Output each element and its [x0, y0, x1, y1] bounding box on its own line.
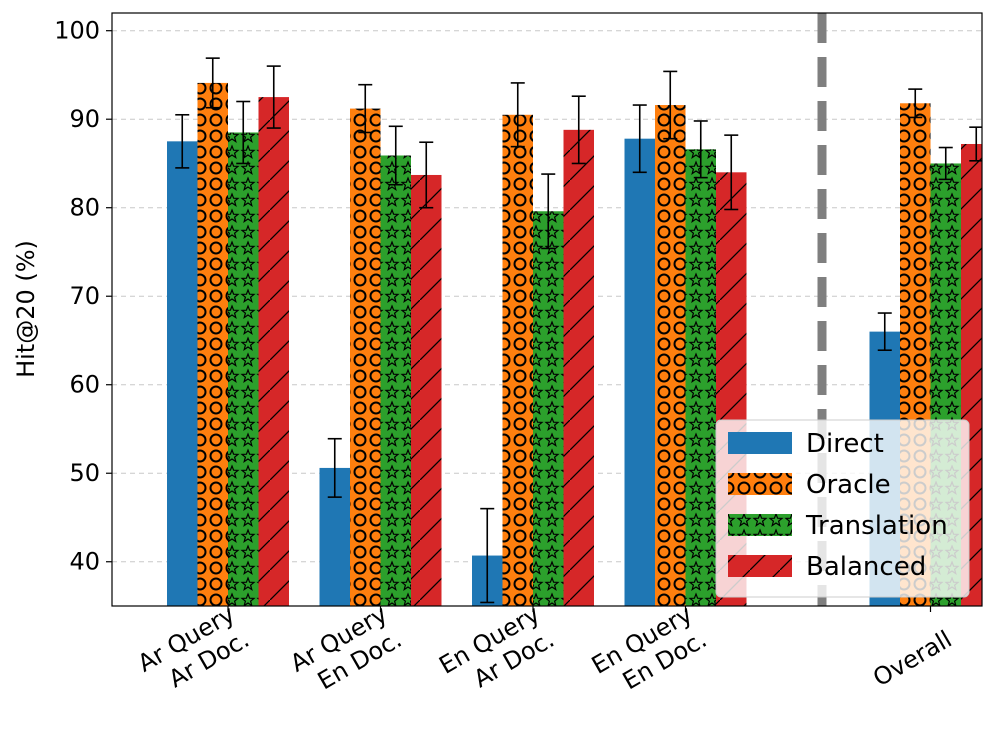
legend: Direct Oracle Translation Balanced — [715, 419, 970, 598]
bar-translation — [533, 211, 564, 606]
error-bar — [541, 173, 556, 250]
bar-direct — [167, 141, 198, 606]
legend-item-direct: Direct — [728, 429, 884, 459]
error-bar — [693, 120, 708, 179]
error-bar — [480, 507, 495, 604]
legend-swatch — [728, 473, 792, 495]
legend-item-oracle: Oracle — [728, 470, 891, 500]
legend-item-translation: Translation — [728, 511, 948, 541]
error-bars — [175, 57, 982, 604]
y-tick-label: 100 — [54, 17, 100, 45]
legend-label: Direct — [806, 429, 884, 459]
error-bar — [419, 141, 434, 209]
y-tick-label: 40 — [69, 548, 100, 576]
error-bar — [969, 126, 982, 162]
error-bar — [327, 437, 342, 498]
bar-oracle — [350, 108, 381, 606]
bar-oracle — [502, 114, 533, 606]
y-tick-label: 50 — [69, 459, 100, 487]
bar-oracle — [197, 82, 228, 606]
bar-translation — [685, 149, 716, 606]
plot-frame — [111, 12, 983, 607]
y-axis-label: Hit@20 (%) — [12, 240, 40, 378]
bar-oracle — [655, 105, 686, 606]
legend-swatch — [728, 555, 792, 577]
error-bar — [358, 83, 373, 134]
y-tick-label: 90 — [69, 105, 100, 133]
error-bar — [236, 100, 251, 165]
bar-translation — [228, 132, 259, 606]
error-bar — [724, 134, 739, 211]
legend-swatch — [728, 432, 792, 454]
bar-translation — [380, 155, 411, 606]
legend-box — [715, 419, 970, 598]
y-axis: 40 50 60 70 80 90 100 — [54, 17, 112, 576]
error-bar — [938, 146, 953, 181]
error-bar — [205, 57, 220, 109]
bar-direct — [624, 138, 655, 606]
legend-label: Balanced — [806, 552, 926, 582]
x-tick-label: Overall — [868, 625, 956, 692]
x-tick-label-line: Overall — [868, 625, 956, 692]
error-bar — [877, 312, 892, 352]
bar-balanced — [563, 129, 594, 606]
legend-swatch — [728, 514, 792, 536]
error-bar — [388, 125, 403, 186]
legend-label: Translation — [805, 511, 948, 541]
error-bar — [266, 65, 281, 129]
error-bar — [510, 82, 525, 148]
error-bar — [571, 95, 586, 165]
bar-balanced — [411, 174, 442, 606]
legend-label: Oracle — [806, 470, 891, 500]
error-bar — [908, 88, 923, 119]
y-tick-label: 80 — [69, 194, 100, 222]
error-bar — [663, 70, 678, 140]
error-bar — [175, 113, 190, 169]
y-tick-label: 60 — [69, 371, 100, 399]
bar-balanced — [258, 97, 289, 606]
error-bar — [632, 104, 647, 174]
legend-item-balanced: Balanced — [728, 552, 926, 582]
y-tick-label: 70 — [69, 282, 100, 310]
